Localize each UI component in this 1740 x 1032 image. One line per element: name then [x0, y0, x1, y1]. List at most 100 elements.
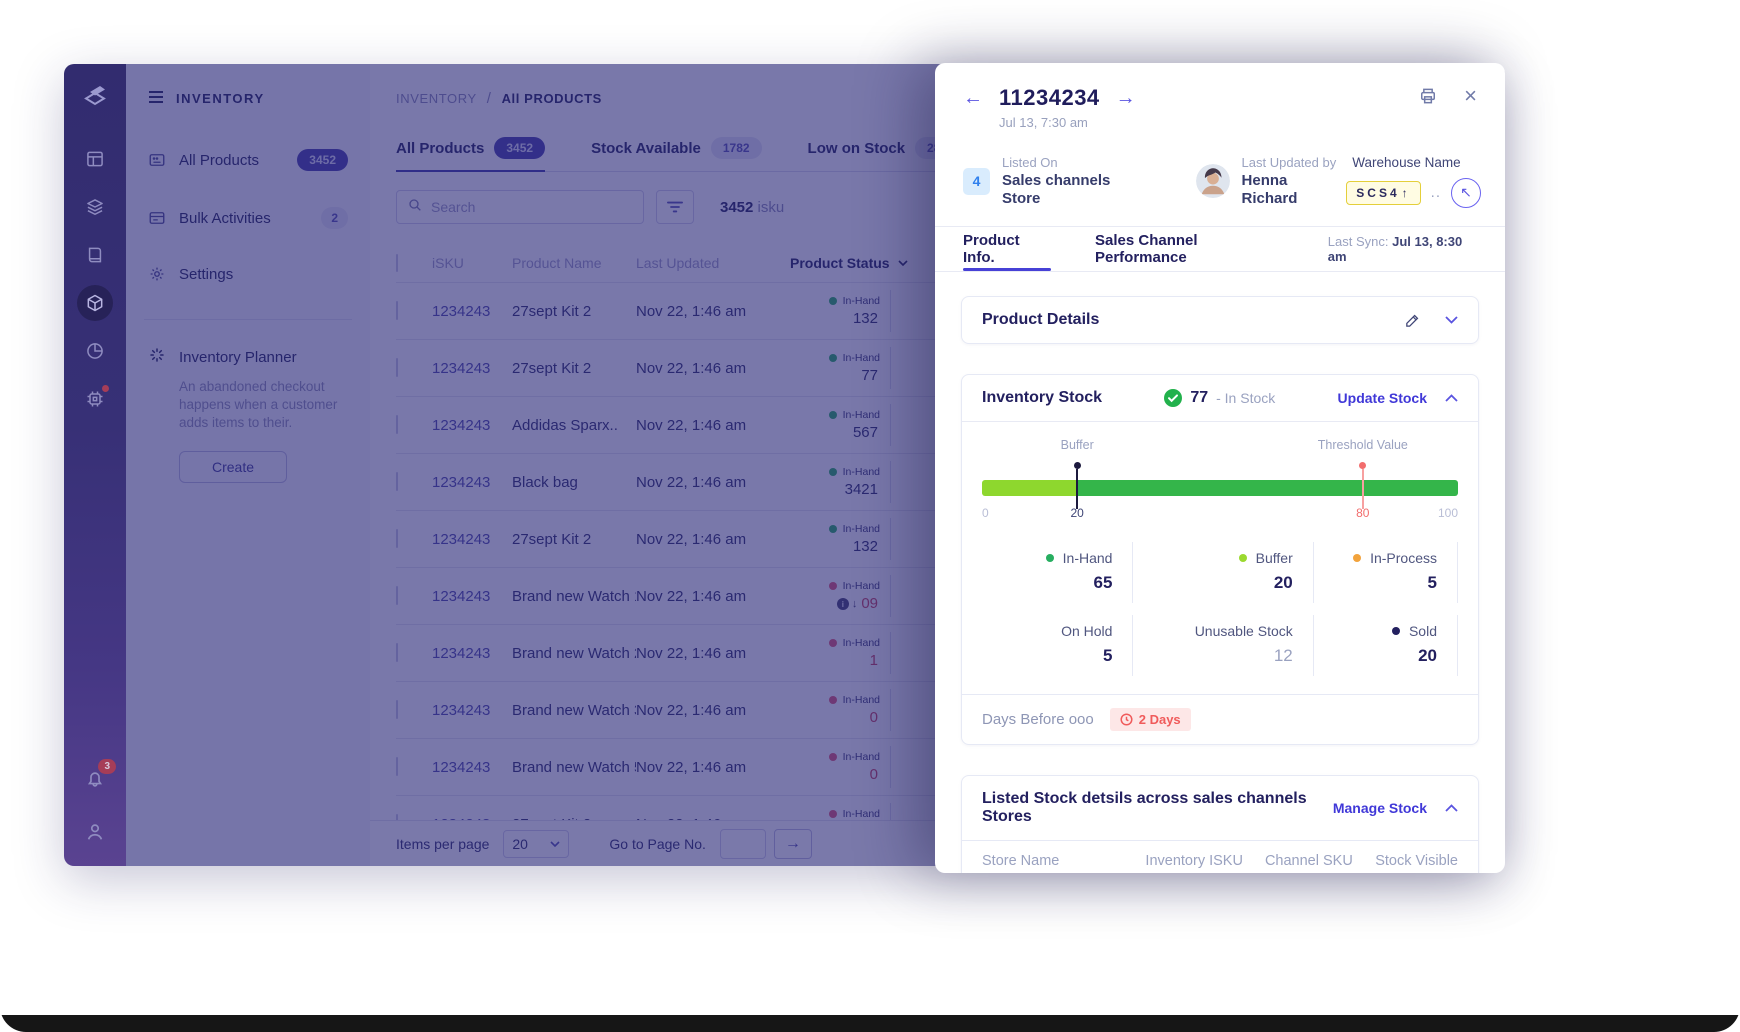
filter-button[interactable] — [656, 190, 694, 224]
row-checkbox[interactable] — [396, 700, 398, 719]
in-hand-dot — [828, 810, 837, 818]
dashboard-icon[interactable] — [77, 141, 113, 177]
cell-last-updated: Nov 22, 1:46 am — [636, 644, 747, 662]
product-timestamp: Jul 13, 7:30 am — [999, 115, 1088, 130]
cell-isku: 1234243 — [432, 416, 491, 434]
notifications-bell-icon[interactable]: 3 — [84, 759, 116, 795]
stat-label: On Hold — [1061, 623, 1113, 639]
cell-isku: 1234243 — [432, 644, 491, 662]
column-inventory-isku: Inventory ISKU — [1145, 853, 1243, 869]
in-hand-dot — [828, 411, 837, 419]
in-hand-dot — [828, 753, 837, 761]
search-box[interactable] — [396, 190, 644, 224]
in-hand-value: i↓3421 — [844, 481, 878, 498]
select-all-checkbox[interactable] — [396, 254, 398, 272]
chevron-down-icon — [898, 260, 908, 266]
cell-product-name: 27sept Kit 2 — [512, 359, 592, 377]
in-hand-value: i ↓ 09 — [784, 595, 880, 612]
clock-icon — [1120, 713, 1133, 726]
cell-last-updated: Nov 22, 1:46 am — [636, 701, 747, 719]
next-product-arrow-icon[interactable]: → — [1115, 87, 1136, 109]
row-checkbox[interactable] — [396, 757, 398, 776]
tab-sales-channel-performance[interactable]: Sales Channel Performance — [1095, 232, 1198, 266]
row-checkbox[interactable] — [396, 472, 398, 491]
search-input[interactable] — [431, 199, 621, 215]
in-hand-label: In-Hand — [842, 694, 880, 706]
status-divider — [890, 290, 891, 332]
cell-in-hand: In-Hand i↓132 — [784, 295, 880, 327]
integrations-chip-icon[interactable] — [77, 381, 113, 417]
print-icon[interactable] — [1418, 86, 1438, 106]
tab-all-products[interactable]: All Products 3452 — [396, 137, 546, 172]
stat-label: In-Hand — [1062, 550, 1113, 566]
sidebar-item-inventory-planner[interactable]: Inventory Planner — [148, 346, 348, 368]
column-product-status[interactable]: Product Status — [790, 255, 908, 271]
in-hand-value: i↓1 — [869, 652, 878, 669]
buffer-marker-label: Buffer — [1060, 438, 1094, 452]
sidebar-item-settings[interactable]: Settings — [148, 265, 348, 283]
close-icon[interactable]: × — [1464, 83, 1477, 108]
row-checkbox[interactable] — [396, 301, 398, 320]
profile-icon[interactable] — [84, 821, 106, 848]
warehouse-more[interactable]: .. — [1430, 184, 1441, 201]
chevron-up-icon[interactable] — [1445, 804, 1458, 812]
warehouse-badge[interactable]: SCS4 ↑ — [1346, 180, 1421, 205]
edit-pencil-icon[interactable] — [1404, 312, 1421, 329]
breadcrumb-parent[interactable]: INVENTORY — [396, 91, 477, 106]
chevron-down-icon[interactable] — [1445, 316, 1458, 324]
gauge-tick-buffer: 20 — [1070, 506, 1084, 520]
manage-stock-button[interactable]: Manage Stock — [1332, 800, 1427, 816]
inventory-box-icon[interactable] — [77, 285, 113, 321]
in-hand-dot — [828, 696, 837, 704]
row-checkbox[interactable] — [396, 586, 398, 605]
hamburger-icon[interactable] — [148, 90, 164, 107]
in-hand-value: i↓132 — [852, 538, 878, 555]
update-stock-button[interactable]: Update Stock — [1337, 390, 1427, 406]
row-checkbox[interactable] — [396, 529, 398, 548]
cell-isku: 1234243 — [432, 359, 491, 377]
analytics-pie-icon[interactable] — [77, 333, 113, 369]
layers-icon[interactable] — [77, 189, 113, 225]
gauge-main-segment — [1077, 480, 1458, 496]
in-hand-dot — [828, 582, 837, 590]
tab-product-info[interactable]: Product Info. — [963, 227, 1051, 271]
product-details-card: Product Details — [961, 296, 1479, 344]
app-logo-icon[interactable] — [80, 80, 110, 115]
create-button[interactable]: Create — [179, 450, 288, 483]
in-hand-label: In-Hand — [842, 523, 880, 535]
sidebar-item-all-products[interactable]: All Products 3452 — [148, 149, 348, 171]
row-checkbox[interactable] — [396, 643, 398, 662]
goto-page-input[interactable] — [719, 828, 766, 859]
in-hand-label: In-Hand — [842, 409, 880, 421]
goto-page-button[interactable]: → — [773, 828, 812, 859]
threshold-marker-label: Threshold Value — [1317, 438, 1408, 452]
sidebar-divider — [144, 319, 352, 320]
items-per-page-select[interactable]: 20 — [503, 829, 570, 858]
days-before-label: Days Before ooo — [982, 711, 1094, 728]
days-before-row: Days Before ooo 2 Days — [962, 694, 1478, 744]
cell-isku: 1234243 — [432, 587, 491, 605]
column-isku: iSKU — [432, 255, 464, 271]
tab-count-badge: 1782 — [710, 137, 762, 159]
previous-product-arrow-icon[interactable]: ← — [963, 87, 983, 109]
tab-stock-available[interactable]: Stock Available 1782 — [591, 137, 762, 171]
stock-stat-cell: Buffer 20 — [1133, 542, 1314, 603]
breadcrumb-current: All PRODUCTS — [501, 91, 602, 106]
sidebar-item-bulk-activities[interactable]: Bulk Activities 2 — [148, 207, 348, 229]
all-products-count-badge: 3452 — [297, 149, 348, 171]
status-divider — [890, 689, 891, 731]
cell-in-hand: In-Hand i↓132 — [784, 523, 880, 555]
status-divider — [890, 575, 891, 617]
cell-last-updated: Nov 22, 1:46 am — [636, 359, 747, 377]
cell-product-name: Brand new Watch 2 — [512, 644, 636, 662]
planner-description: An abandoned checkout happens when a cus… — [179, 379, 338, 431]
chevron-up-icon[interactable] — [1445, 394, 1458, 402]
open-external-icon[interactable]: ↖ — [1451, 177, 1481, 208]
cell-product-name: Brand new Watch 5 — [512, 758, 636, 776]
cell-in-hand: In-Hand i↓1 — [784, 637, 880, 669]
arrow-up-icon: ↑ — [1401, 185, 1411, 200]
row-checkbox[interactable] — [396, 358, 398, 377]
row-checkbox[interactable] — [396, 415, 398, 434]
catalog-icon[interactable] — [77, 237, 113, 273]
